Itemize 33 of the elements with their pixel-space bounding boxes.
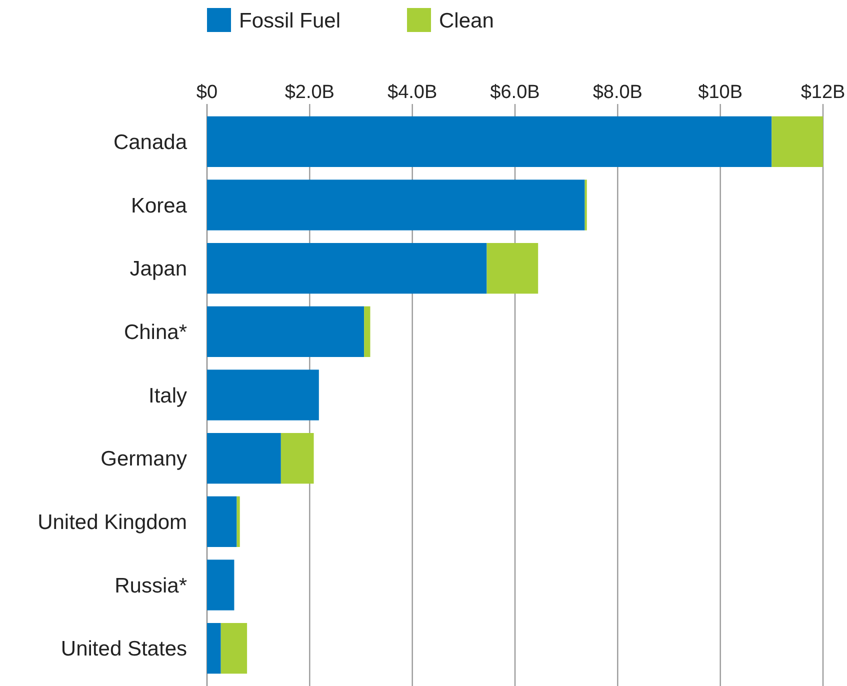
y-tick-label: United Kingdom (38, 511, 187, 534)
bar (364, 306, 370, 357)
bar (280, 433, 314, 484)
bar (236, 496, 240, 547)
legend-label: Fossil Fuel (239, 9, 341, 32)
bar (207, 623, 221, 674)
legend-label: Clean (439, 9, 494, 32)
bar (220, 623, 248, 674)
bar (207, 306, 364, 357)
bar (207, 243, 487, 294)
y-tick-label: United States (60, 638, 187, 661)
bar (207, 370, 319, 420)
y-tick-label: Russia* (114, 574, 187, 598)
y-tick-label: China* (124, 321, 187, 344)
x-tick-label: $4.0B (388, 82, 438, 103)
x-tick-label: $0 (196, 82, 218, 103)
x-tick-label: $8.0B (592, 82, 642, 103)
x-tick-label: $12B (800, 82, 846, 103)
bar (207, 560, 234, 610)
bar (486, 243, 538, 294)
x-tick-label: $2.0B (284, 82, 334, 103)
y-tick-label: Japan (130, 258, 187, 281)
bar (772, 116, 823, 167)
bar (207, 433, 281, 484)
y-tick-label: Korea (130, 194, 188, 218)
x-tick-label: $6.0B (490, 82, 540, 103)
y-tick-label: Germany (100, 448, 188, 471)
bar (207, 180, 585, 230)
bar (207, 496, 237, 547)
bar (207, 116, 772, 167)
x-tick-label: $10B (698, 82, 743, 103)
y-tick-label: Canada (113, 131, 188, 154)
y-tick-label: Italy (148, 384, 188, 408)
